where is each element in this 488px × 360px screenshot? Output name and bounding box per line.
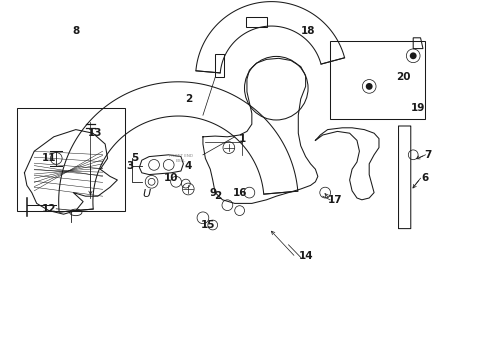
Text: 10: 10 [163, 173, 178, 183]
Bar [17, 108, 124, 211]
Text: 17: 17 [327, 195, 342, 205]
Text: 14: 14 [298, 251, 312, 261]
Text: 4: 4 [184, 161, 192, 171]
Bar [329, 41, 425, 119]
Text: 15: 15 [200, 220, 215, 230]
Text: 2: 2 [214, 191, 221, 201]
Text: 7: 7 [423, 150, 431, 160]
Text: 8: 8 [72, 26, 79, 36]
Text: 5: 5 [131, 153, 138, 163]
Text: U: U [142, 189, 150, 199]
Text: 18: 18 [300, 26, 315, 36]
Text: 13: 13 [88, 128, 102, 138]
Text: 16: 16 [232, 188, 246, 198]
Text: 12: 12 [41, 204, 56, 214]
Text: 20: 20 [395, 72, 410, 82]
Text: 3: 3 [126, 161, 133, 171]
Text: 19: 19 [410, 103, 425, 113]
Text: 1: 1 [238, 134, 245, 144]
Bar [245, 17, 267, 27]
Text: 2: 2 [184, 94, 191, 104]
Bar [215, 54, 224, 77]
Text: 11: 11 [41, 153, 56, 163]
Text: FRONT END
EXPL: FRONT END EXPL [168, 154, 193, 163]
Circle shape [365, 83, 372, 90]
Circle shape [409, 52, 416, 59]
Text: 6: 6 [421, 173, 428, 183]
Text: 9: 9 [209, 188, 216, 198]
